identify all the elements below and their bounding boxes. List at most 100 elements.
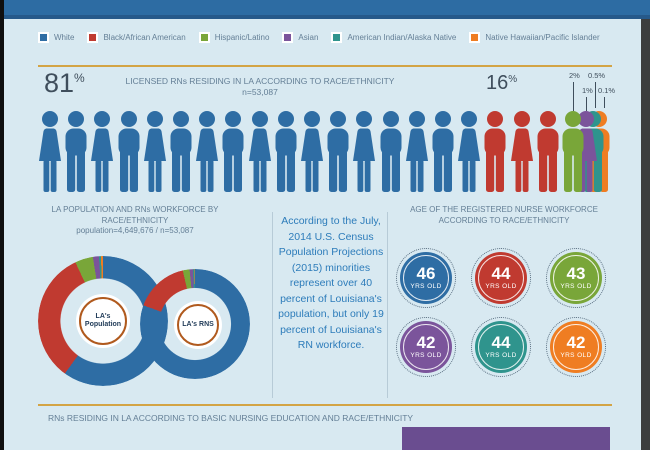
age-circle-disc: 44 YRS OLD — [475, 252, 527, 304]
age-circle-disc: 44 YRS OLD — [475, 321, 527, 373]
pictograph-header: LICENSED RNs RESIDING IN LA ACCORDING TO… — [110, 76, 410, 98]
top-blue-bar — [0, 0, 650, 19]
legend-item: American Indian/Alaska Native — [331, 32, 456, 43]
person-figure — [376, 110, 406, 194]
legend-swatch-icon — [282, 32, 294, 43]
person-figure — [192, 110, 222, 194]
person-figure — [558, 110, 588, 194]
person-figure — [245, 110, 275, 194]
person-figure — [61, 110, 91, 194]
person-figure — [297, 110, 327, 194]
age-circle: 46 YRS OLD — [396, 248, 456, 308]
legend-item: Asian — [282, 32, 318, 43]
age-unit-label: YRS OLD — [410, 283, 442, 290]
callout-tick-line — [573, 82, 574, 111]
legend-swatch-icon — [198, 32, 210, 43]
legend-item: Hispanic/Latino — [198, 32, 270, 43]
pictograph-title: LICENSED RNs RESIDING IN LA ACCORDING TO… — [125, 76, 395, 86]
legend-swatch-icon — [469, 32, 481, 43]
legend-item: White — [38, 32, 74, 43]
age-circle: 44 YRS OLD — [471, 317, 531, 377]
age-unit-label: YRS OLD — [485, 352, 517, 359]
age-unit-label: YRS OLD — [560, 352, 592, 359]
age-circles-grid: 46 YRS OLD 44 YRS OLD 43 YRS OLD 42 YRS OLD 44 YR… — [396, 248, 641, 383]
venn-section-header: LA POPULATION AND RNs WORKFORCE BY RACE/… — [18, 205, 252, 237]
legend-label: Asian — [298, 33, 319, 42]
person-figure — [533, 110, 563, 194]
ages-section-header: AGE OF THE REGISTERED NURSE WORKFORCE AC… — [395, 205, 613, 226]
person-figure — [218, 110, 248, 194]
white-percentage-value: 81 — [44, 68, 75, 98]
donut-label-line: Population — [84, 321, 122, 328]
callout-tick-line — [595, 82, 596, 108]
people-pictograph-row — [0, 110, 650, 196]
census-callout-text: According to the July, 2014 U.S. Census … — [278, 215, 384, 351]
legend-swatch-icon — [87, 32, 99, 43]
person-figure — [428, 110, 458, 194]
gold-divider-bottom — [38, 404, 612, 406]
age-value: 46 — [416, 264, 436, 283]
person-figure — [349, 110, 379, 194]
donut-label-line: LA's — [95, 312, 111, 320]
race-legend: White Black/African American Hispanic/Lati… — [38, 32, 600, 43]
white-percentage-stat: 81% — [44, 68, 85, 99]
hispanic-percentage-label: 2% — [569, 71, 580, 80]
person-figure — [323, 110, 353, 194]
legend-item: Native Hawaiian/Pacific Islander — [469, 32, 600, 43]
age-value: 42 — [566, 333, 586, 352]
legend-swatch-icon — [38, 32, 49, 43]
legend-label: Black/African American — [103, 33, 186, 42]
donut-label-line: LA's RNS — [182, 320, 214, 328]
person-figure — [480, 110, 510, 194]
person-figure — [454, 110, 484, 194]
person-figure — [166, 110, 196, 194]
age-unit-label: YRS OLD — [410, 352, 442, 359]
person-figure — [114, 110, 144, 194]
venn-title: LA POPULATION AND RNs WORKFORCE BY RACE/… — [51, 205, 219, 225]
age-unit-label: YRS OLD — [485, 283, 517, 290]
left-black-strip — [0, 0, 4, 450]
percent-sign: % — [508, 74, 518, 85]
venn-subtitle: population=4,649,676 / n=53,087 — [76, 226, 194, 235]
person-figure — [35, 110, 65, 194]
callout-tick-line — [586, 97, 587, 111]
black-percentage-value: 16 — [486, 72, 509, 94]
legend-swatch-icon — [331, 32, 343, 43]
amindian-percentage-label: 0.5% — [588, 71, 606, 80]
age-circle: 44 YRS OLD — [471, 248, 531, 308]
age-value: 43 — [566, 264, 586, 283]
age-circle-disc: 42 YRS OLD — [550, 321, 602, 373]
age-value: 42 — [416, 333, 436, 352]
section-divider — [387, 212, 388, 398]
legend-label: American Indian/Alaska Native — [347, 33, 457, 42]
person-figure — [402, 110, 432, 194]
person-figure — [271, 110, 301, 194]
age-value: 44 — [491, 333, 511, 352]
education-section-title: RNs RESIDING IN LA ACCORDING TO BASIC NU… — [48, 413, 414, 423]
person-figure — [507, 110, 537, 194]
ages-title-line2: ACCORDING TO RACE/ETHNICITY — [438, 215, 570, 225]
age-value: 44 — [491, 264, 511, 283]
legend-label: White — [54, 33, 75, 42]
age-circle: 43 YRS OLD — [546, 248, 606, 308]
age-circle-disc: 43 YRS OLD — [550, 252, 602, 304]
callout-tick-line — [604, 97, 605, 108]
age-circle: 42 YRS OLD — [546, 317, 606, 377]
person-figure — [140, 110, 170, 194]
legend-label: Native Hawaiian/Pacific Islander — [485, 33, 600, 42]
age-circle-disc: 46 YRS OLD — [400, 252, 452, 304]
ages-title-line1: AGE OF THE REGISTERED NURSE WORKFORCE — [410, 205, 598, 214]
pictograph-subtitle: n=53,087 — [242, 87, 278, 97]
section-divider — [272, 212, 273, 398]
legend-label: Hispanic/Latino — [214, 33, 270, 42]
education-chart-purple-bar — [402, 427, 610, 450]
age-unit-label: YRS OLD — [560, 283, 592, 290]
asian-percentage-label: 1% — [582, 86, 593, 95]
right-gray-strip — [641, 19, 650, 450]
black-percentage-stat: 16% — [486, 72, 517, 95]
legend-item: Black/African American — [87, 32, 186, 43]
person-figure — [87, 110, 117, 194]
la-population-donut-label: LA's Population — [79, 297, 127, 345]
age-circle-disc: 42 YRS OLD — [400, 321, 452, 373]
